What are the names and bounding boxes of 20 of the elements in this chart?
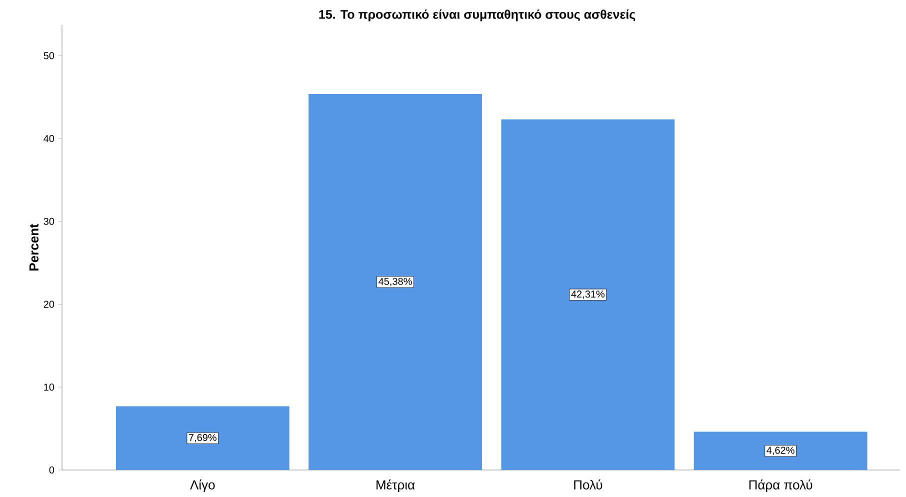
data-label: 4,62%	[766, 446, 794, 455]
x-tick-label: Πολύ	[574, 480, 602, 490]
y-tick-label: 40	[44, 134, 54, 142]
data-label: 42,31%	[571, 290, 605, 299]
y-axis-title: Percent	[29, 224, 39, 270]
bar	[116, 406, 290, 470]
data-label: 45,38%	[378, 278, 412, 286]
y-tick-label: 20	[44, 300, 54, 308]
y-tick-label: 50	[44, 52, 54, 60]
data-label: 7,69%	[188, 434, 216, 442]
chart-title: 15. Το προσωπικό είναι συμπαθητικό στους ασθενείς	[319, 10, 636, 22]
bar	[501, 119, 675, 470]
y-tick-label: 10	[44, 384, 54, 391]
x-tick-label: Λίγο	[190, 480, 215, 492]
x-tick-label: Πάρα πολύ	[749, 480, 812, 492]
x-tick-label: Μέτρια	[376, 480, 415, 492]
y-tick-label: 0	[49, 466, 54, 474]
bar	[308, 94, 482, 470]
bar	[694, 432, 868, 470]
y-tick-label: 30	[44, 218, 54, 225]
